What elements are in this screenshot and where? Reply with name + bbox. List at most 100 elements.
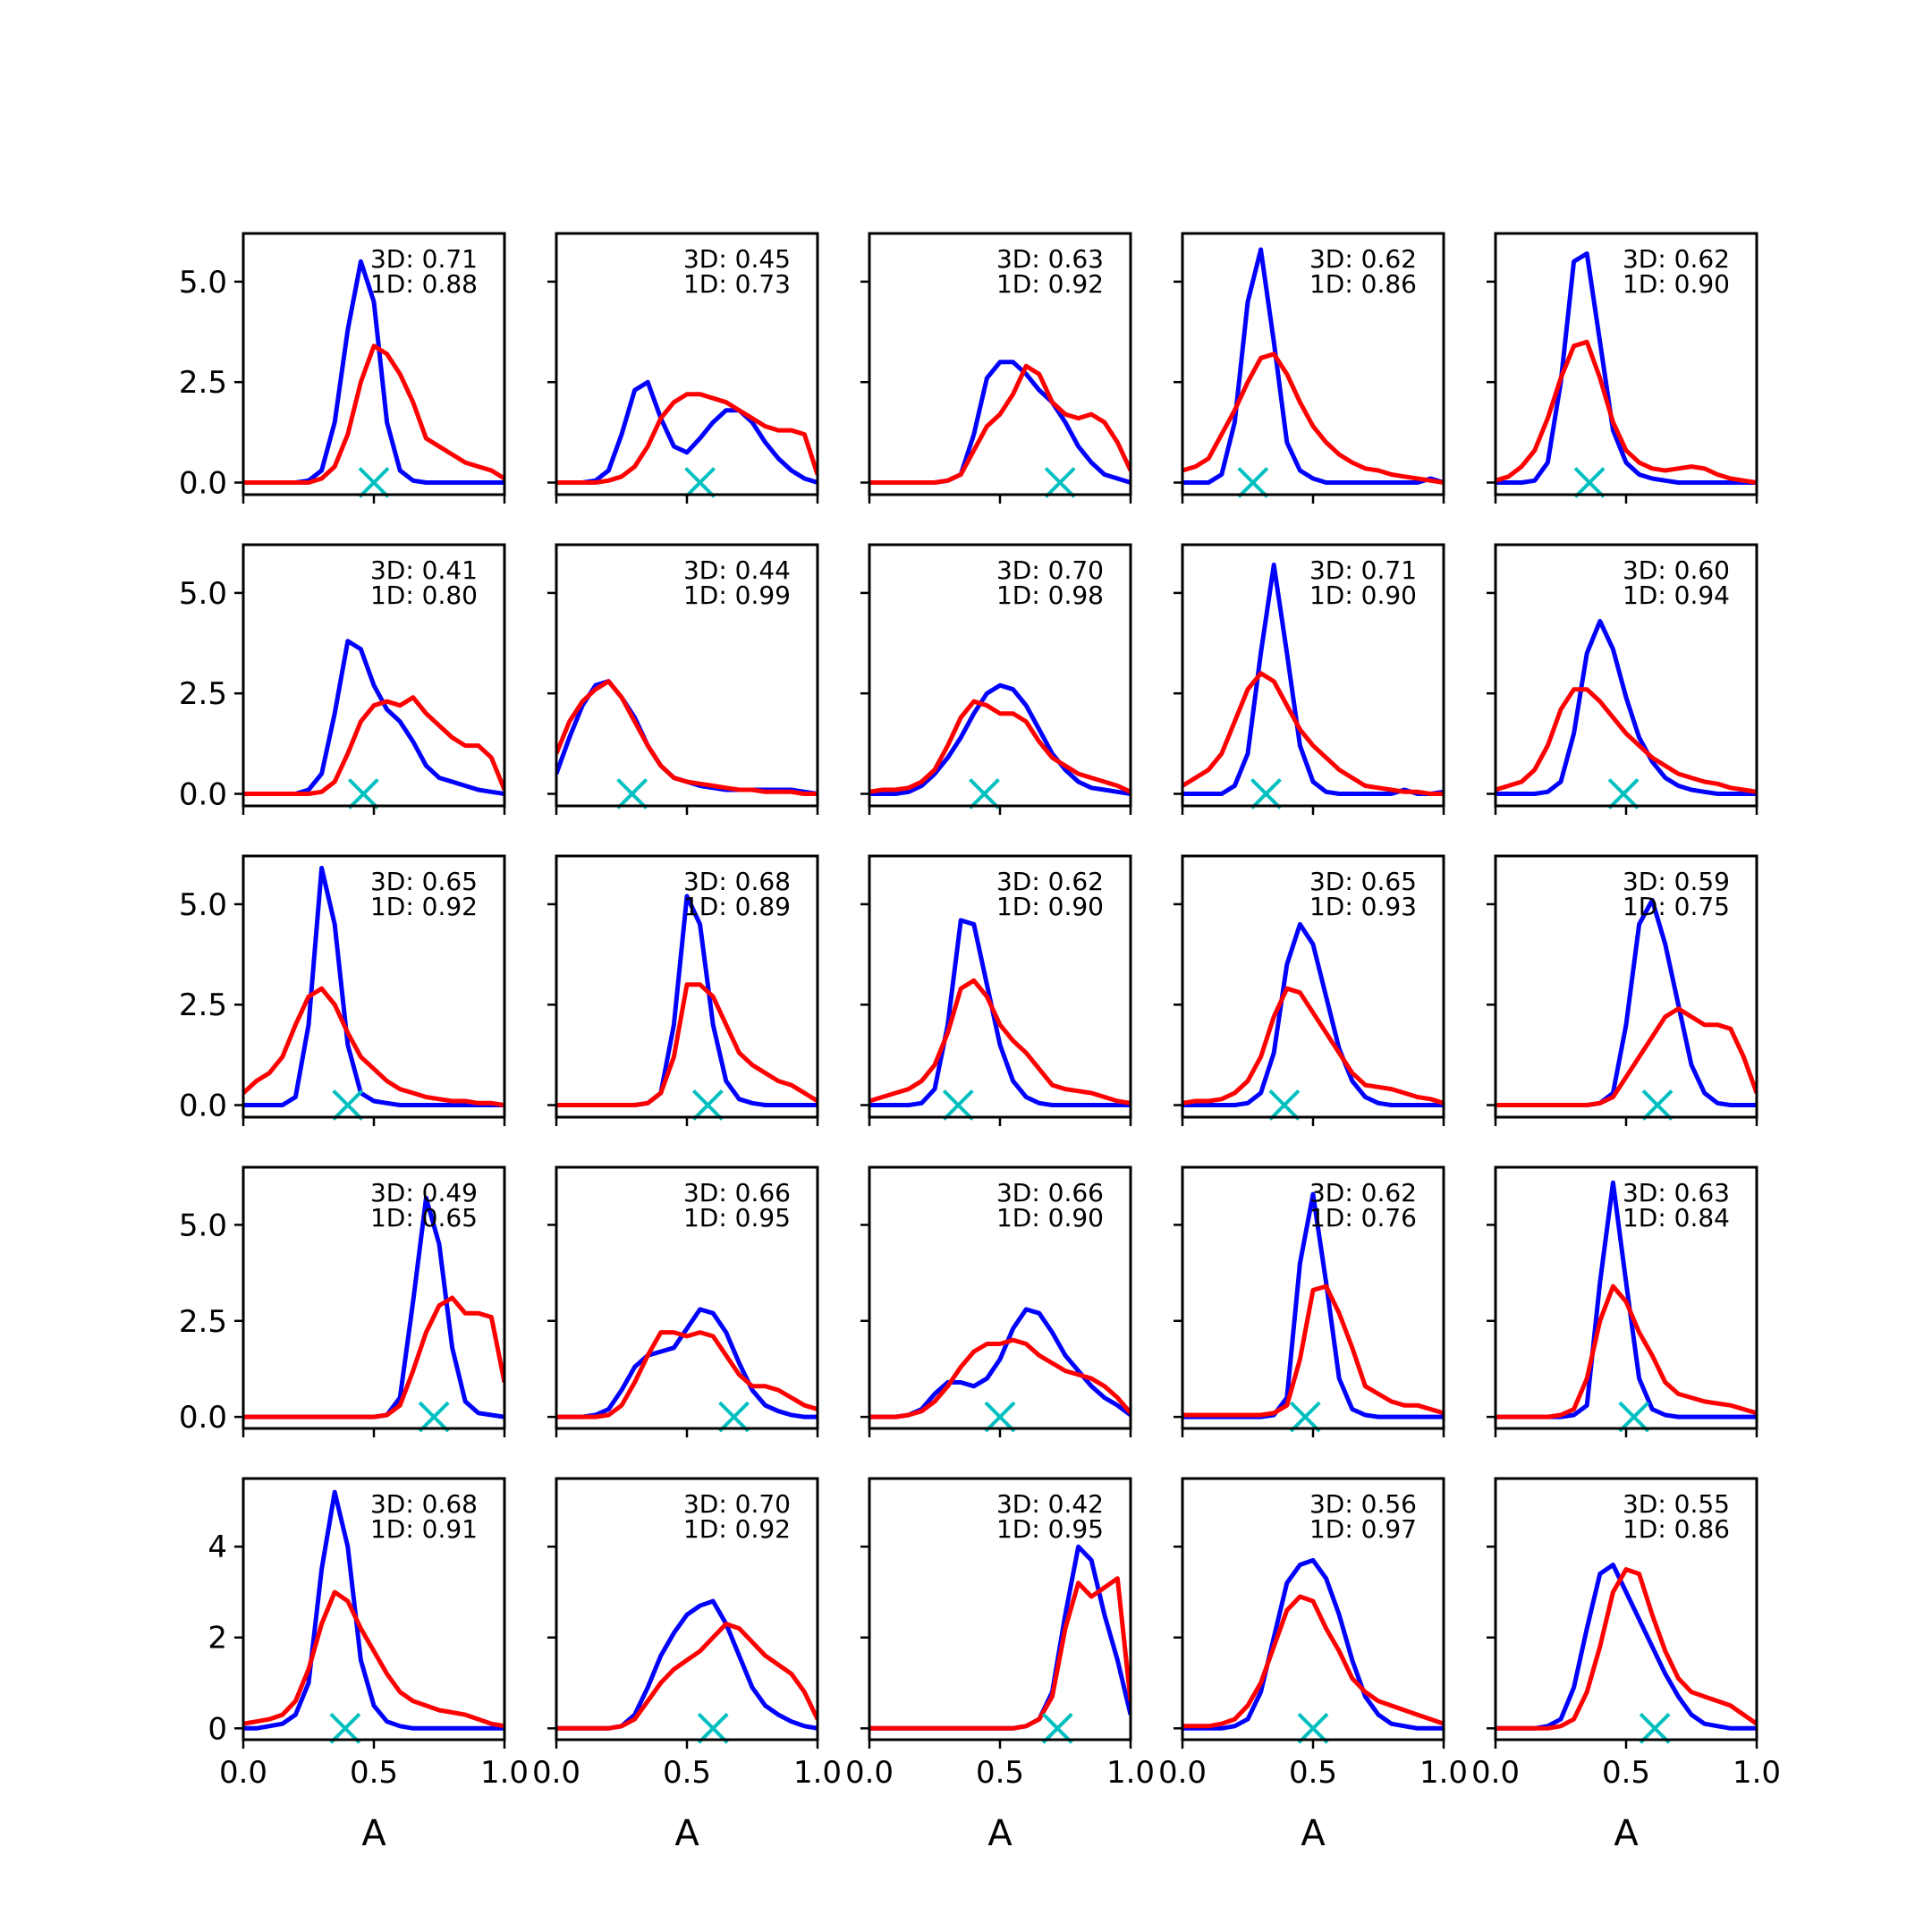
true-value-marker bbox=[1639, 1712, 1671, 1744]
curves bbox=[1182, 247, 1444, 485]
annotation-3d: 3D: 0.70 bbox=[996, 555, 1104, 585]
annotation-1d: 1D: 0.86 bbox=[1309, 269, 1417, 299]
marker-stroke bbox=[1641, 1089, 1674, 1121]
annotation-1d: 1D: 0.76 bbox=[1309, 1203, 1417, 1233]
curves bbox=[243, 639, 504, 796]
annotation-3d: 3D: 0.66 bbox=[683, 1178, 791, 1208]
annotation-1d: 1D: 0.91 bbox=[370, 1514, 478, 1544]
series-1d-line bbox=[1496, 1567, 1757, 1731]
y-tick-label: 2 bbox=[208, 1621, 227, 1657]
marker-stroke bbox=[347, 778, 379, 809]
series-1d-line bbox=[1182, 986, 1444, 1106]
y-tick-label: 0.0 bbox=[179, 466, 227, 502]
series-3d-line bbox=[1182, 247, 1444, 485]
x-tick-label: 1.0 bbox=[793, 1755, 842, 1791]
annotation-3d: 3D: 0.60 bbox=[1623, 555, 1730, 585]
x-tick-label: 0.5 bbox=[976, 1755, 1024, 1791]
marker-stroke bbox=[691, 1089, 724, 1121]
true-value-marker bbox=[697, 1712, 729, 1744]
series-1d-line bbox=[1496, 1006, 1757, 1107]
curves bbox=[243, 866, 504, 1107]
series-1d-line bbox=[1182, 352, 1444, 485]
annotation-3d: 3D: 0.56 bbox=[1309, 1489, 1417, 1519]
series-1d-line bbox=[556, 1622, 818, 1731]
curves bbox=[1496, 897, 1757, 1107]
annotation-1d: 1D: 0.95 bbox=[683, 1203, 791, 1233]
true-value-marker bbox=[1268, 1089, 1301, 1121]
y-tick-label: 5.0 bbox=[179, 1208, 227, 1243]
marker-stroke bbox=[1573, 467, 1606, 498]
annotation-1d: 1D: 0.97 bbox=[1309, 1514, 1417, 1544]
marker-stroke bbox=[329, 1712, 361, 1744]
curves bbox=[869, 1307, 1131, 1419]
curves bbox=[1496, 251, 1757, 485]
x-tick-label: 0.5 bbox=[663, 1755, 711, 1791]
annotation-1d: 1D: 0.92 bbox=[996, 269, 1104, 299]
series-1d-line bbox=[1182, 1284, 1444, 1418]
series-1d-line bbox=[243, 343, 504, 485]
curves bbox=[243, 258, 504, 485]
marker-stroke bbox=[1607, 778, 1640, 809]
annotation-1d: 1D: 0.84 bbox=[1623, 1203, 1730, 1233]
annotation-1d: 1D: 0.95 bbox=[996, 1514, 1104, 1544]
series-3d-line bbox=[556, 379, 818, 485]
series-1d-line bbox=[556, 392, 818, 485]
marker-stroke bbox=[969, 778, 1000, 809]
annotation-3d: 3D: 0.68 bbox=[370, 1489, 478, 1519]
x-tick-label: 0.5 bbox=[1289, 1755, 1337, 1791]
true-value-marker bbox=[942, 1089, 974, 1121]
annotation-3d: 3D: 0.62 bbox=[1623, 244, 1730, 274]
true-value-marker bbox=[1297, 1712, 1329, 1744]
curves bbox=[1496, 618, 1757, 796]
x-tick-label: 0.5 bbox=[1602, 1755, 1650, 1791]
marker-stroke bbox=[418, 1401, 450, 1433]
marker-stroke bbox=[697, 1712, 729, 1744]
marker-stroke bbox=[718, 1401, 750, 1433]
y-tick-label: 5.0 bbox=[179, 887, 227, 923]
series-1d-line bbox=[869, 978, 1131, 1106]
true-value-marker bbox=[969, 778, 1000, 809]
series-1d-line bbox=[1182, 671, 1444, 796]
curves bbox=[869, 918, 1131, 1107]
y-tick-label: 0.0 bbox=[179, 1400, 227, 1436]
true-value-marker bbox=[358, 467, 390, 498]
curves bbox=[869, 360, 1131, 485]
marker-stroke bbox=[1044, 467, 1076, 498]
series-1d-line bbox=[1182, 1594, 1444, 1729]
annotation-3d: 3D: 0.62 bbox=[996, 867, 1104, 896]
marker-stroke bbox=[616, 778, 648, 809]
annotation-1d: 1D: 0.98 bbox=[996, 580, 1104, 610]
curves bbox=[1496, 1563, 1757, 1731]
annotation-1d: 1D: 0.93 bbox=[1309, 892, 1417, 921]
true-value-marker bbox=[347, 778, 379, 809]
marker-stroke bbox=[1250, 778, 1282, 809]
curves bbox=[1182, 1557, 1444, 1731]
x-tick-label: 1.0 bbox=[480, 1755, 529, 1791]
x-tick-label: 0.0 bbox=[1471, 1755, 1520, 1791]
x-tick-label: 1.0 bbox=[1419, 1755, 1468, 1791]
annotation-1d: 1D: 0.88 bbox=[370, 269, 478, 299]
x-tick-label: 0.0 bbox=[532, 1755, 580, 1791]
true-value-marker bbox=[1044, 467, 1076, 498]
x-axis-label: A bbox=[1301, 1813, 1326, 1854]
curves bbox=[243, 1489, 504, 1731]
marker-stroke bbox=[1618, 1401, 1650, 1433]
y-tick-label: 4 bbox=[208, 1530, 227, 1565]
y-tick-label: 2.5 bbox=[179, 365, 227, 401]
annotation-3d: 3D: 0.41 bbox=[370, 555, 478, 585]
annotation-3d: 3D: 0.42 bbox=[996, 1489, 1104, 1519]
